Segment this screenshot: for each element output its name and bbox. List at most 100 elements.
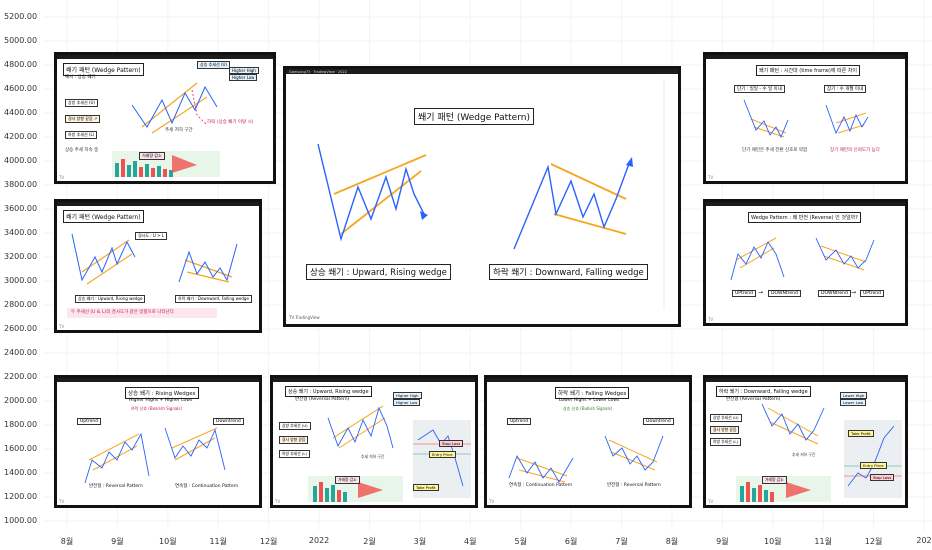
panel-1-title: 쐐기 패턴 (Wedge Pattern) xyxy=(63,63,144,76)
panel-1-legend-3: Higher Low xyxy=(229,74,258,81)
panel-3-title: 쐐기 패턴 (Wedge Pattern) xyxy=(414,108,534,125)
panel-9-stop: Stop Loss xyxy=(870,474,895,481)
y-tick-label: 2800.00 xyxy=(4,300,38,309)
y-tick-label: 2200.00 xyxy=(4,372,38,381)
panel-9-drawing xyxy=(736,403,902,502)
x-tick-label: 8월 xyxy=(665,537,679,546)
panel-wedge-main: Gamsung73 · TradingView · 2022 쐐기 패턴 (We… xyxy=(283,66,681,327)
panel-falling-reversal: 하락 쐐기 : Downward, Falling wedge 반전형 (Rev… xyxy=(703,375,908,508)
panel-7-title: 상승 쐐기 : Upward, Rising wedge xyxy=(285,386,372,397)
panel-9-s2: 경사 방향 같음 xyxy=(710,426,740,434)
y-tick-label: 4200.00 xyxy=(4,132,38,141)
y-tick-label: 1600.00 xyxy=(4,444,38,453)
panel-1-side-3: 하방 추세선 (L) xyxy=(65,131,98,139)
panel-1-legend-2: Higher High xyxy=(229,67,259,74)
x-tick-label: 6월 xyxy=(564,537,578,546)
panel-8-box-2: Downtrend xyxy=(643,418,674,425)
panel-4-title: 쐐기 패턴 : 시간대 (time frame)에 따른 차이 xyxy=(756,65,861,76)
panel-9-h1: Lower High xyxy=(840,392,868,399)
panel-3-logo: TV TradingView xyxy=(289,315,320,320)
panel-rising-reversal: 상승 쐐기 : Upward, Rising wedge 반전형 (Revers… xyxy=(270,375,478,508)
x-tick-label: 202 xyxy=(916,536,932,545)
x-tick-label: 10월 xyxy=(763,537,782,546)
panel-2-note: 경사도 : U > L xyxy=(135,232,167,240)
x-tick-label: 2022 xyxy=(308,536,330,545)
panel-1-note-1: 추세 저하 구간 xyxy=(165,128,193,133)
panel-9-s3: 하방 추세선 (L) xyxy=(710,438,741,446)
y-tick-label: 1800.00 xyxy=(4,420,38,429)
panel-7-note: 추세 저하 구간 xyxy=(361,454,385,459)
panel-8-cap-2: 반전형 : Reversal Pattern xyxy=(607,483,661,488)
y-tick-label: 1000.00 xyxy=(4,516,38,525)
panel-1-drawing xyxy=(112,82,220,177)
panel-8-title: 하락 쐐기 : Falling Wedges xyxy=(555,387,630,399)
panel-wedge-rising-falling: 쐐기 패턴 (Wedge Pattern) 경사도 : U > L 상승 쐐기 … xyxy=(54,199,262,333)
panel-7-entry: Entry Price xyxy=(429,451,456,458)
panel-9-h2: Lower Low xyxy=(840,399,867,406)
panel-9-sub: 반전형 (Reversal Pattern) xyxy=(726,397,781,402)
x-tick-label: 11월 xyxy=(209,537,228,546)
panel-7-tp: Take Profit xyxy=(413,484,439,491)
panel-7-h2: Higher Low xyxy=(393,399,421,406)
panel-2-drawing xyxy=(67,233,238,318)
panel-3-header: Gamsung73 · TradingView · 2022 xyxy=(289,70,347,74)
y-tick-label: 3400.00 xyxy=(4,228,38,237)
y-tick-label: 3600.00 xyxy=(4,204,38,213)
x-tick-label: 2월 xyxy=(363,537,376,546)
y-tick-label: 3200.00 xyxy=(4,252,38,261)
x-tick-label: 3월 xyxy=(413,537,427,546)
x-tick-label: 9월 xyxy=(111,537,124,546)
panel-8-drawing xyxy=(508,435,664,483)
x-tick-label: 12월 xyxy=(864,537,883,546)
panel-4-note-1: 단기 패턴은 추세 전환 신호로 약함 xyxy=(742,148,808,153)
panel-5-box-2: DOWNtrend xyxy=(768,290,801,297)
panel-1-side-2: 경사 방향 같음 ↗ xyxy=(65,115,101,123)
panel-6-box-2: Downtrend xyxy=(213,418,244,425)
panel-2-title: 쐐기 패턴 (Wedge Pattern) xyxy=(63,210,144,223)
panel-7-sub: 반전형 (Reversal Pattern) xyxy=(295,397,350,402)
panel-7-s3: 하방 추세선 (L) xyxy=(279,450,310,458)
panel-1-note-2: 하락 (상승 쐐기 이탈 시) xyxy=(207,120,254,125)
panel-9-entry: Entry Price xyxy=(860,462,887,469)
y-tick-label: 1400.00 xyxy=(4,468,38,477)
panel-timeframe: 쐐기 패턴 : 시간대 (time frame)에 따른 차이 단기 : 일일 … xyxy=(703,52,908,184)
panel-6-drawing xyxy=(84,427,226,484)
panel-6-box-1: Uptrend xyxy=(77,418,102,425)
x-tick-label: 7월 xyxy=(615,537,628,546)
panel-rising-wedges: 상승 쐐기 : Rising Wedges Higher Highs + Hig… xyxy=(54,375,262,508)
panel-falling-wedges: 하락 쐐기 : Falling Wedges Lower Highs + Low… xyxy=(484,375,692,508)
x-tick-label: 12월 xyxy=(259,537,278,546)
panel-1-subtitle: 예시 : 상승 쐐기 xyxy=(65,75,96,80)
y-tick-label: 4800.00 xyxy=(4,60,38,69)
panel-5-box-1: UPtrend xyxy=(732,290,756,297)
panel-8-cap-1: 연속형 : Continuation Pattern xyxy=(509,483,573,488)
panel-6-tag: 하락 신호 (Bearish Signals) xyxy=(131,406,183,411)
y-tick-label: 5200.00 xyxy=(4,12,38,21)
panel-4-drawing xyxy=(743,99,869,139)
y-tick-label: 4600.00 xyxy=(4,84,38,93)
y-tick-label: 2000.00 xyxy=(4,396,38,405)
panel-7-pink: 거래량 감소 xyxy=(335,476,360,484)
panel-5-arrow-2: → xyxy=(851,289,857,296)
x-tick-label: 8월 xyxy=(60,537,74,546)
panel-1-legend-1: 상승 추세선 (U) xyxy=(197,61,230,69)
x-tick-label: 9월 xyxy=(716,537,729,546)
panel-8-sub: Lower Highs + Lower Lows xyxy=(559,398,620,403)
panel-2-cap-2: 하락 쐐기 : Downward, Falling wedge xyxy=(175,295,252,303)
x-tick-label: 10월 xyxy=(159,537,177,546)
y-tick-label: 4400.00 xyxy=(4,108,38,117)
panel-wedge-pattern-example: 쐐기 패턴 (Wedge Pattern) 예시 : 상승 쐐기 상승 추세선 … xyxy=(54,52,276,184)
panel-5-arrow-1: → xyxy=(758,289,764,296)
panel-3-drawing xyxy=(317,79,665,309)
panel-6-cap-1: 반전형 : Reversal Pattern xyxy=(89,484,143,489)
panel-7-s2: 경사 방향 같음 xyxy=(279,436,309,444)
panel-9-title: 하락 쐐기 : Downward, Falling wedge xyxy=(716,386,811,397)
y-tick-label: 5000.00 xyxy=(4,36,38,45)
panel-9-note: 추세 저하 구간 xyxy=(792,452,816,457)
x-tick-label: 5월 xyxy=(514,537,527,546)
panel-5-box-3: DOWNtrend xyxy=(818,290,851,297)
panel-why-reverse: Wedge Pattern : 왜 반전 (Reverse) 인 것일까? UP… xyxy=(703,199,908,326)
y-tick-label: 2400.00 xyxy=(4,348,38,357)
panel-1-bottom: 상승 추세 지속 중 xyxy=(65,148,99,153)
panel-6-cap-2: 연속형 : Continuation Pattern xyxy=(175,484,239,489)
